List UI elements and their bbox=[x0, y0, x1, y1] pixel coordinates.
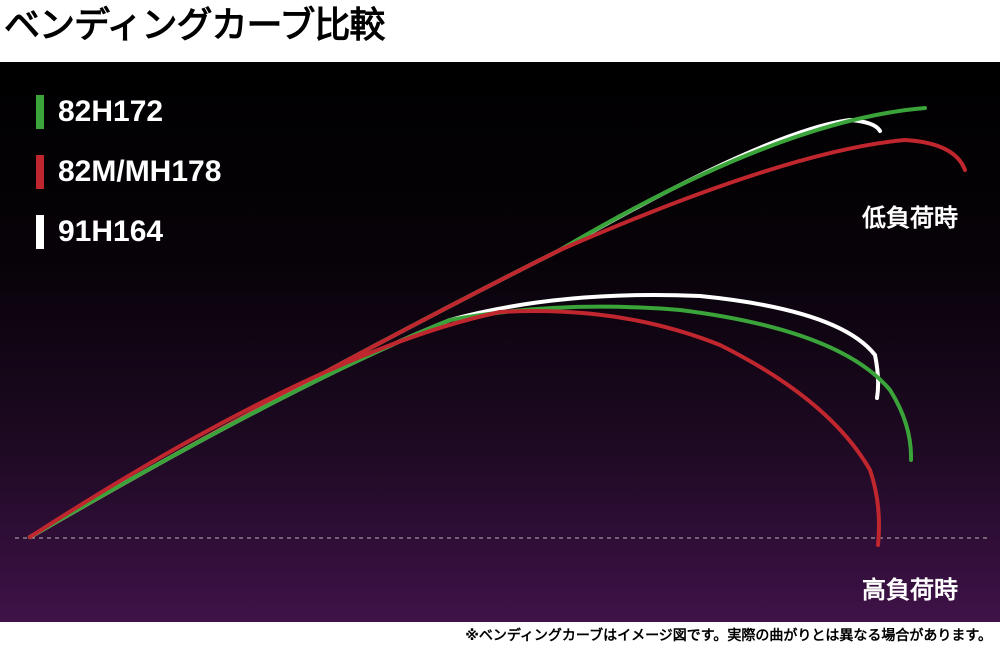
legend-item-91H164: 91H164 bbox=[36, 214, 163, 250]
legend-swatch-red bbox=[36, 155, 44, 189]
page-title: ベンディングカーブ比較 bbox=[4, 5, 385, 46]
disclaimer-footnote: ※ベンディングカーブはイメージ図です。実際の曲がりとは異なる場合があります。 bbox=[465, 628, 992, 644]
legend-label: 82H172 bbox=[58, 95, 164, 128]
annotation-low-load: 低負荷時 bbox=[862, 204, 958, 232]
legend-label: 82M/MH178 bbox=[58, 155, 222, 188]
legend-item-82MMH178: 82M/MH178 bbox=[36, 154, 221, 190]
legend-swatch-white bbox=[36, 215, 44, 249]
legend-item-82H172: 82H172 bbox=[36, 94, 163, 130]
annotation-high-load: 高負荷時 bbox=[862, 576, 958, 604]
curve-high-91H164 bbox=[28, 293, 881, 539]
legend-label: 91H164 bbox=[58, 215, 164, 248]
bending-curve-panel: 82H172 82M/MH178 91H164 低負荷時 高負荷時 bbox=[0, 62, 1000, 622]
curve-low-82MMH178 bbox=[28, 137, 967, 539]
curve-high-82MMH178 bbox=[28, 308, 881, 547]
curve-high-82H172 bbox=[28, 304, 914, 539]
legend-swatch-green bbox=[36, 95, 44, 129]
bending-curves-graphic bbox=[15, 106, 990, 547]
